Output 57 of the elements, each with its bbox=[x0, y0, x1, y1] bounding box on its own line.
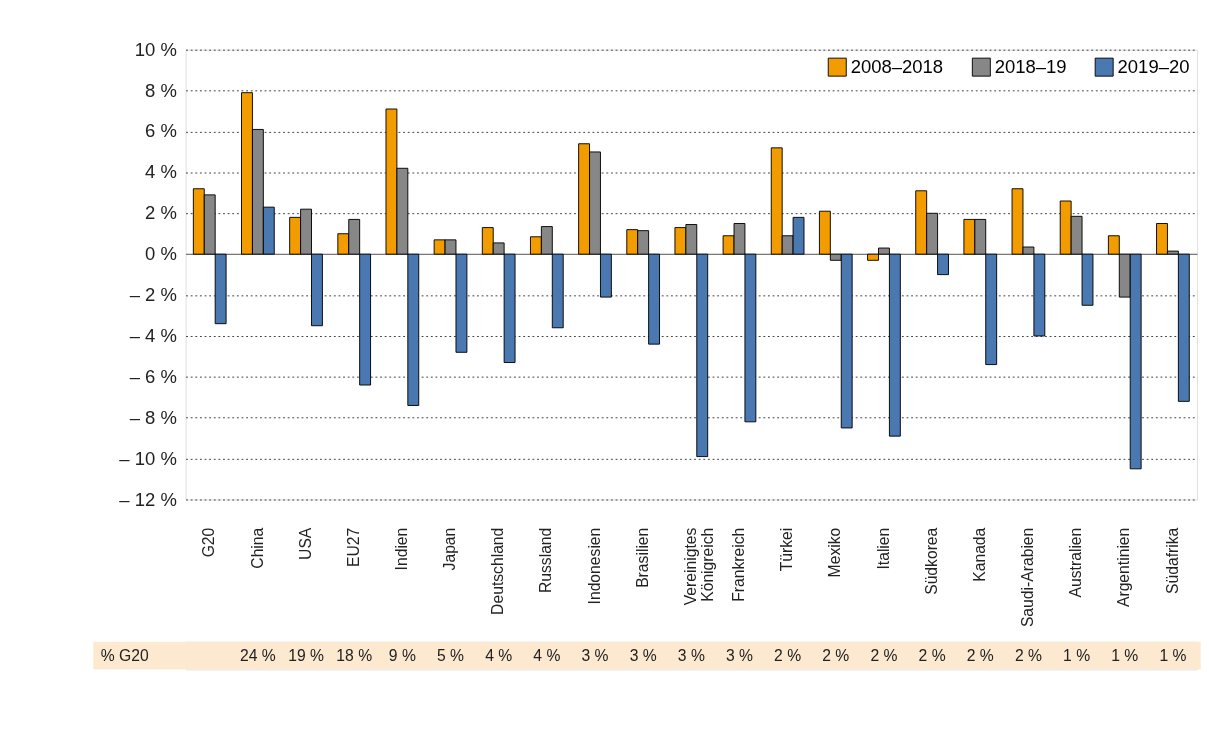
x-tick-label: Saudi-Arabien bbox=[1019, 527, 1037, 628]
text: 2 % bbox=[918, 647, 946, 665]
y-tick-label: 8 % bbox=[145, 79, 177, 101]
x-tick-label: Vereinigtes Königreich bbox=[681, 527, 717, 606]
y-tick-label: 0 % bbox=[145, 243, 177, 265]
x-tick-label: USA bbox=[296, 527, 314, 560]
text: 24 % bbox=[240, 647, 276, 665]
y-tick-label: 6 % bbox=[145, 120, 177, 142]
x-tick-label: Mexiko bbox=[826, 527, 844, 578]
x-tick-label: Italien bbox=[874, 527, 892, 570]
text: 2 % bbox=[966, 647, 994, 665]
text: 18 % bbox=[336, 647, 373, 665]
text: 1 % bbox=[1159, 647, 1187, 665]
x-tick-label: Indonesien bbox=[585, 527, 603, 605]
x-tick-label: Japan bbox=[441, 527, 459, 571]
x-tick-label: Südkorea bbox=[922, 527, 940, 595]
text: 3 % bbox=[629, 647, 657, 665]
text: 9 % bbox=[388, 647, 416, 665]
y-tick-label: 2 % bbox=[145, 202, 177, 224]
y-tick-label: – 4 % bbox=[129, 324, 177, 346]
legend-label: 2018–19 bbox=[994, 55, 1067, 77]
x-tick-label: Kanada bbox=[970, 527, 988, 582]
x-tick-label: G20 bbox=[200, 527, 218, 558]
x-tick-label: Brasilien bbox=[633, 527, 651, 588]
text: 1 % bbox=[1063, 647, 1091, 665]
y-tick-label: – 12 % bbox=[119, 488, 177, 510]
x-tick-label: Südafrika bbox=[1163, 527, 1181, 594]
x-tick-label: Deutschland bbox=[489, 527, 507, 615]
text: 5 % bbox=[437, 647, 465, 665]
text: 4 % bbox=[485, 647, 513, 665]
legend-label: 2019–20 bbox=[1117, 55, 1190, 77]
text: 3 % bbox=[677, 647, 705, 665]
x-tick-label: Frankreich bbox=[730, 527, 748, 602]
text: % G20 bbox=[100, 647, 149, 665]
x-tick-label: Australien bbox=[1067, 527, 1085, 598]
y-tick-label: 4 % bbox=[145, 161, 177, 183]
y-tick-label: – 6 % bbox=[129, 365, 177, 387]
x-tick-label: Argentinien bbox=[1115, 527, 1133, 608]
legend-label: 2008–2018 bbox=[850, 55, 944, 77]
text: 2 % bbox=[774, 647, 802, 665]
x-tick-label: Türkei bbox=[778, 527, 796, 572]
y-tick-label: – 10 % bbox=[119, 447, 177, 469]
text: 1 % bbox=[1111, 647, 1139, 665]
x-tick-label: Russland bbox=[537, 527, 555, 594]
y-tick-label: – 8 % bbox=[129, 406, 177, 428]
x-tick-label: China bbox=[248, 527, 266, 569]
x-tick-label: Indien bbox=[392, 527, 410, 571]
text: 2 % bbox=[1014, 647, 1042, 665]
x-tick-label: EU27 bbox=[344, 527, 362, 567]
text: 3 % bbox=[725, 647, 754, 665]
y-tick-label: 10 % bbox=[134, 38, 177, 60]
text: 3 % bbox=[581, 647, 609, 665]
text: 2 % bbox=[870, 647, 898, 665]
y-tick-label: – 2 % bbox=[129, 284, 177, 306]
text: 2 % bbox=[822, 647, 850, 665]
text: 19 % bbox=[288, 647, 324, 665]
text: 4 % bbox=[533, 647, 561, 665]
